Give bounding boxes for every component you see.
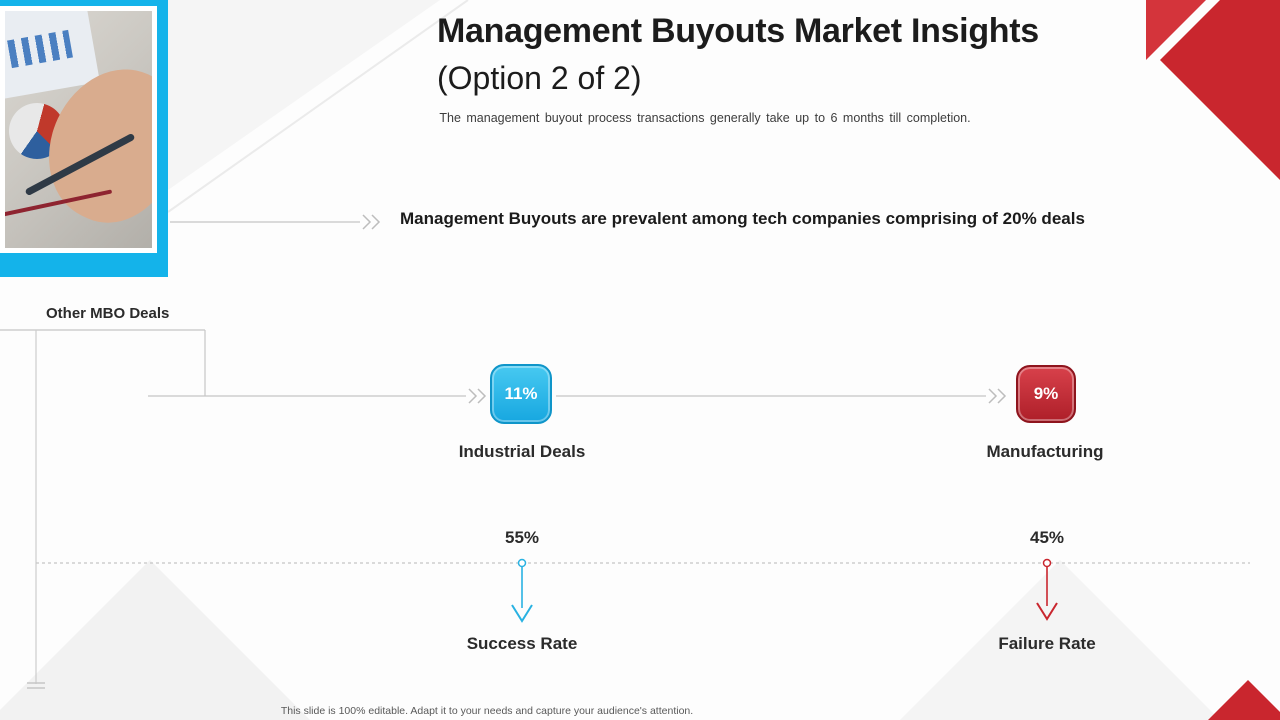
red-corner-triangle [1146, 0, 1206, 60]
decor-diamond [900, 560, 1220, 720]
management-buyout-photo [0, 6, 157, 253]
industrial-deals-label: Industrial Deals [458, 442, 586, 461]
decor-line [167, 0, 469, 213]
success-rate-value: 55% [504, 528, 540, 547]
success-rate-label: Success Rate [466, 634, 578, 653]
page-title: Management Buyouts Market Insights [437, 12, 1039, 50]
other-mbo-deals-label: Other MBO Deals [46, 305, 170, 322]
footer-note: This slide is 100% editable. Adapt it to… [280, 705, 694, 717]
decor-diamond [0, 560, 310, 720]
red-corner-diamond [1160, 0, 1280, 180]
circle-marker [517, 558, 527, 568]
manufacturing-label: Manufacturing [986, 442, 1104, 461]
chevron-right-arrow-icon [997, 388, 1007, 404]
chevron-right-arrow-icon [988, 388, 998, 404]
industrial-deals-badge: 11% [490, 364, 552, 424]
failure-rate-label: Failure Rate [998, 634, 1096, 653]
photo-frame [0, 0, 168, 277]
failure-rate-value: 45% [1029, 528, 1065, 547]
chevron-right-arrow-icon [477, 388, 487, 404]
down-arrow-icon [511, 604, 533, 623]
circle-marker [1042, 558, 1052, 568]
page-description: The management buyout process transactio… [439, 111, 971, 125]
chevron-right-arrow-icon [362, 214, 372, 230]
statement-text: Management Buyouts are prevalent among t… [400, 209, 1085, 228]
manufacturing-badge: 9% [1016, 365, 1076, 423]
down-arrow-icon [1036, 602, 1058, 621]
decor-diamond [168, 0, 440, 190]
chevron-right-arrow-icon [371, 214, 381, 230]
page-title-option: (Option 2 of 2) [437, 60, 642, 96]
manufacturing-value: 9% [1033, 384, 1059, 403]
industrial-deals-value: 11% [504, 384, 538, 403]
red-bottom-diamond [1208, 680, 1280, 720]
chevron-right-arrow-icon [468, 388, 478, 404]
